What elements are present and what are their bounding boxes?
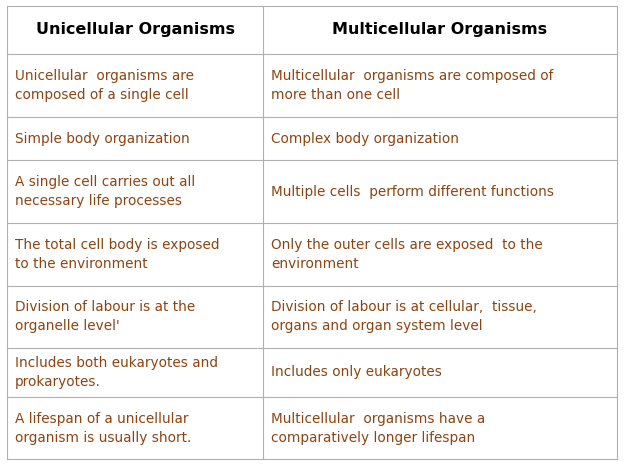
- Text: Multicellular  organisms have a
comparatively longer lifespan: Multicellular organisms have a comparati…: [271, 412, 485, 445]
- Text: Only the outer cells are exposed  to the
environment: Only the outer cells are exposed to the …: [271, 238, 542, 271]
- Text: Multiple cells  perform different functions: Multiple cells perform different functio…: [271, 185, 553, 199]
- Text: Multicellular  organisms are composed of
more than one cell: Multicellular organisms are composed of …: [271, 69, 553, 102]
- Text: Includes only eukaryotes: Includes only eukaryotes: [271, 365, 442, 379]
- Text: Complex body organization: Complex body organization: [271, 132, 459, 146]
- Text: Unicellular  organisms are
composed of a single cell: Unicellular organisms are composed of a …: [15, 69, 194, 102]
- Text: A lifespan of a unicellular
organism is usually short.: A lifespan of a unicellular organism is …: [15, 412, 192, 445]
- Text: Simple body organization: Simple body organization: [15, 132, 190, 146]
- Text: A single cell carries out all
necessary life processes: A single cell carries out all necessary …: [15, 175, 195, 208]
- Text: Division of labour is at the
organelle level': Division of labour is at the organelle l…: [15, 300, 195, 333]
- Text: Includes both eukaryotes and
prokaryotes.: Includes both eukaryotes and prokaryotes…: [15, 356, 218, 389]
- Text: Division of labour is at cellular,  tissue,
organs and organ system level: Division of labour is at cellular, tissu…: [271, 300, 537, 333]
- Text: Unicellular Organisms: Unicellular Organisms: [36, 22, 235, 38]
- Text: Multicellular Organisms: Multicellular Organisms: [333, 22, 547, 38]
- Text: The total cell body is exposed
to the environment: The total cell body is exposed to the en…: [15, 238, 220, 271]
